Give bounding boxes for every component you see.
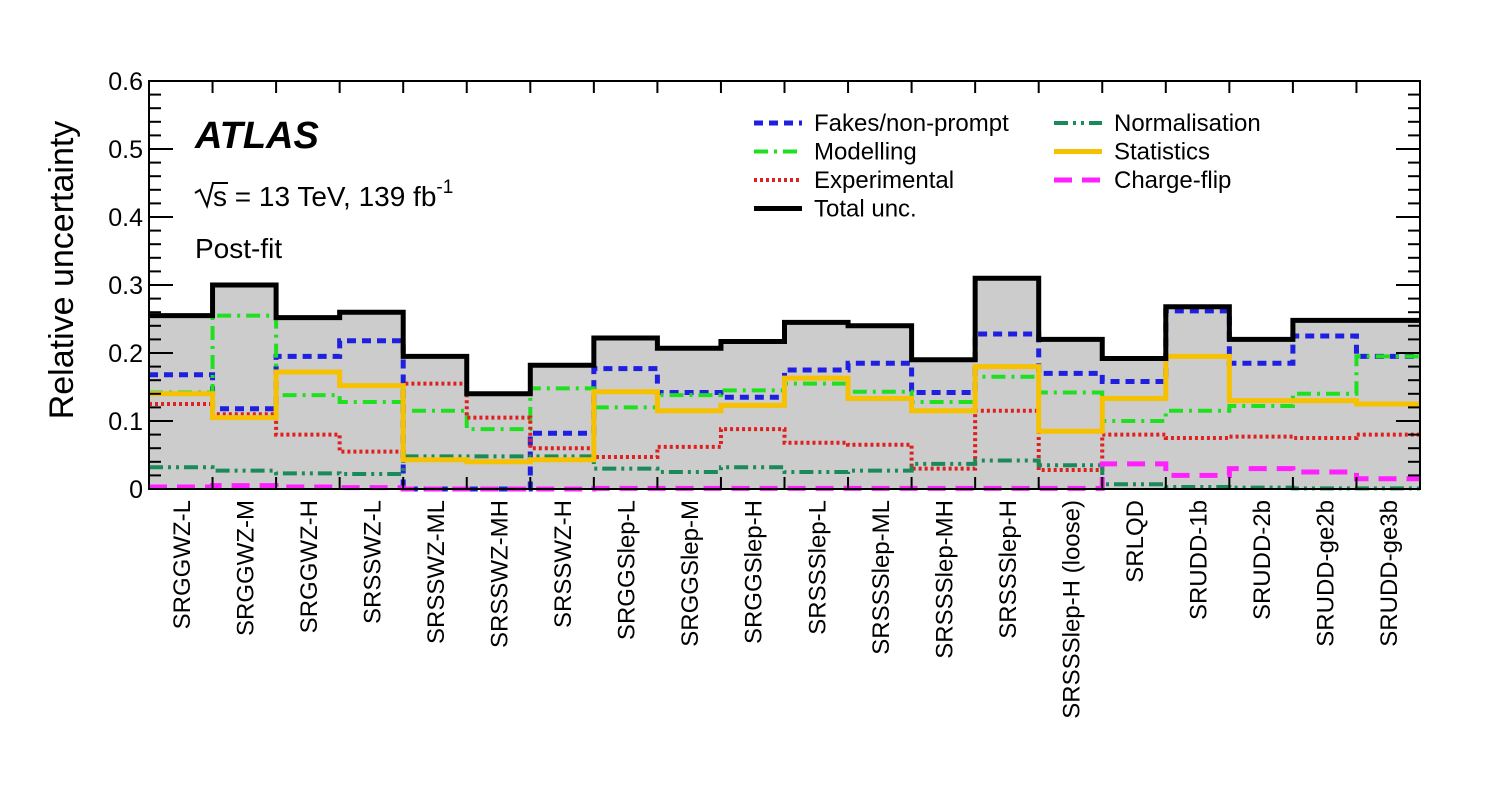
y-tick-label: 0.2 bbox=[108, 340, 143, 368]
x-tick-label: SRSSSlep-L bbox=[804, 500, 831, 635]
x-tick-label: SRSSSlep-MH bbox=[931, 500, 958, 659]
axes-layer: 0 0.1 0.2 0.3 0.4 0.5 0.6 SRGGWZ-L SRGGWZ-M SRGGW… bbox=[108, 68, 1421, 719]
legend-label-charge-flip: Charge-flip bbox=[1114, 167, 1231, 194]
legend-label-normalisation: Normalisation bbox=[1114, 110, 1261, 137]
energy-lumi-label: s = 13 TeV, 139 fb-1 bbox=[194, 177, 453, 212]
legend-label-fakes-non-prompt: Fakes/non-prompt bbox=[814, 110, 1009, 137]
series-statistics-line bbox=[149, 353, 1420, 465]
x-tick-label: SRGGWZ-H bbox=[296, 500, 323, 633]
legend-label-modelling: Modelling bbox=[814, 139, 917, 166]
x-tick-label: SRSSWZ-ML bbox=[423, 500, 450, 644]
series-charge-flip-line bbox=[149, 461, 1420, 492]
y-tick-label: 0 bbox=[129, 476, 143, 504]
x-tick-label: SRSSWZ-MH bbox=[487, 500, 514, 648]
x-tick-label: SRSSSlep-H bbox=[995, 500, 1022, 639]
legend-label-statistics: Statistics bbox=[1114, 139, 1210, 166]
y-tick-label: 0.1 bbox=[108, 408, 143, 436]
x-tick-label: SRGGSlep-M bbox=[677, 500, 704, 647]
svg-text:s = 13 TeV, 139 fb-1: s = 13 TeV, 139 fb-1 bbox=[213, 177, 453, 212]
x-tick-label: SRLQD bbox=[1122, 500, 1149, 583]
y-tick-label: 0.4 bbox=[108, 204, 143, 232]
fit-state-label: Post-fit bbox=[195, 233, 282, 264]
y-tick-label: 0.6 bbox=[108, 68, 143, 96]
series-layer bbox=[149, 275, 1420, 492]
x-tick-label: SRSSWZ-H bbox=[550, 500, 577, 628]
y-tick-label: 0.3 bbox=[108, 272, 143, 300]
series-experimental-line bbox=[149, 381, 1420, 472]
energy-text: = 13 TeV, 139 fb bbox=[227, 181, 436, 212]
x-tick-label: SRGGSlep-L bbox=[614, 500, 641, 640]
x-tick-label: SRGGWZ-M bbox=[232, 500, 259, 636]
x-tick-label: SRUDD-ge2b bbox=[1313, 500, 1340, 647]
x-tick-label: SRSSSlep-ML bbox=[868, 500, 895, 655]
x-tick-label: SRGGSlep-H bbox=[741, 500, 768, 644]
atlas-label: ATLAS bbox=[194, 115, 319, 157]
legend: Fakes/non-promptModellingExperimentalTot… bbox=[754, 110, 1261, 223]
lumi-exponent: -1 bbox=[436, 177, 453, 198]
sqrt-symbol-icon bbox=[194, 182, 228, 210]
series-total-unc-line bbox=[149, 275, 1420, 397]
x-tick-label: SRSSWZ-L bbox=[359, 500, 386, 624]
x-tick-label: SRUDD-2b bbox=[1249, 500, 1276, 620]
x-tick-label: SRUDD-1b bbox=[1186, 500, 1213, 620]
x-tick-label: SRUDD-ge3b bbox=[1376, 500, 1403, 647]
y-tick-label: 0.5 bbox=[108, 136, 143, 164]
energy-s: s bbox=[213, 181, 227, 212]
series-fakes-non-prompt-line bbox=[149, 308, 1420, 492]
y-axis-label: Relative uncertainty bbox=[43, 121, 81, 420]
legend-label-experimental: Experimental bbox=[814, 167, 954, 194]
x-tick-label: SRSSSlep-H (loose) bbox=[1058, 500, 1085, 719]
x-tick-label: SRGGWZ-L bbox=[169, 500, 196, 629]
legend-label-total-unc-: Total unc. bbox=[814, 196, 917, 223]
